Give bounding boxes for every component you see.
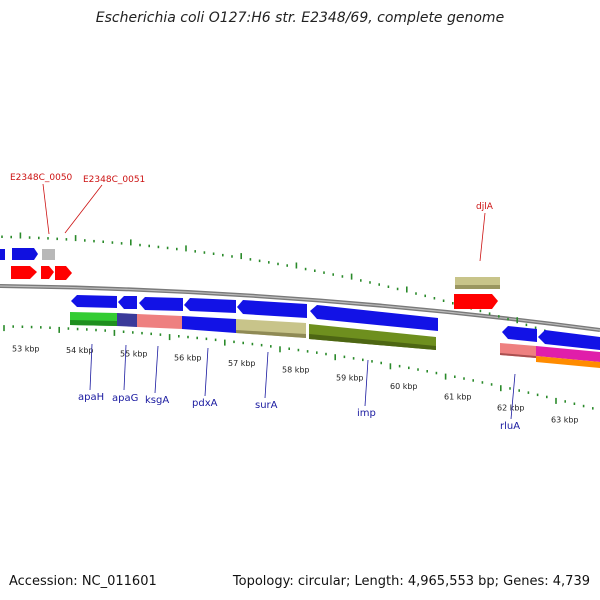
locus-label-djlA: djlA [476, 202, 494, 212]
kbp-labels: 53 kbp 54 kbp 55 kbp 56 kbp 57 kbp 58 kbp 59 k… [12, 344, 579, 424]
reverse-cds [11, 266, 37, 279]
feature-track-djla [454, 277, 500, 309]
gene-label-imp: imp [357, 408, 376, 419]
forward-cds [538, 330, 600, 350]
kbp-label: 60 kbp [390, 382, 418, 391]
forward-cds-rluA [502, 326, 537, 342]
gene-leaders [42, 183, 516, 420]
forward-cds [0, 249, 5, 260]
reverse-cds [454, 294, 498, 309]
forward-cds-pdxA [184, 298, 236, 313]
forward-cds-imp [310, 305, 438, 331]
kbp-label: 55 kbp [120, 349, 148, 358]
kbp-label: 61 kbp [444, 392, 472, 401]
reverse-cds [55, 266, 72, 280]
reverse-cds [41, 266, 54, 279]
gene-label-apaG: apaG [112, 393, 138, 404]
forward-cds-ksgA [139, 297, 183, 311]
locus-label-E2348C_0051: E2348C_0051 [83, 175, 145, 185]
gene-label-pdxA: pdxA [192, 398, 218, 409]
forward-cds-apaH [71, 295, 117, 308]
feature-track-top-left [0, 248, 72, 280]
feature-track-colored [70, 312, 600, 368]
kbp-label: 62 kbp [497, 403, 525, 412]
tick-row-outer [1, 232, 592, 348]
tick-row-inner [3, 325, 594, 410]
gene-labels: apaH apaG ksgA pdxA surA imp rluA E2348C… [10, 173, 520, 432]
kbp-label: 53 kbp [12, 344, 40, 353]
kbp-label: 58 kbp [282, 366, 310, 375]
forward-cds-apaG [118, 296, 137, 309]
map-title: Escherichia coli O127:H6 str. E2348/69, … [95, 10, 505, 26]
kbp-label: 63 kbp [551, 416, 579, 425]
accession-text: Accession: NC_011601 [9, 574, 157, 589]
forward-cds-surA [237, 300, 307, 318]
other-feature [42, 249, 55, 260]
kbp-label: 59 kbp [336, 373, 364, 382]
kbp-label: 57 kbp [228, 359, 256, 368]
kbp-label: 56 kbp [174, 354, 202, 363]
locus-label-E2348C_0050: E2348C_0050 [10, 173, 73, 183]
gene-label-ksgA: ksgA [145, 395, 169, 406]
genome-summary-text: Topology: circular; Length: 4,965,553 bp… [232, 574, 590, 589]
forward-cds [12, 248, 38, 260]
gene-label-rluA: rluA [500, 421, 520, 432]
feature-track-forward [71, 295, 600, 350]
gene-label-surA: surA [255, 400, 278, 411]
gene-label-apaH: apaH [78, 392, 104, 403]
kbp-label: 54 kbp [66, 346, 94, 355]
